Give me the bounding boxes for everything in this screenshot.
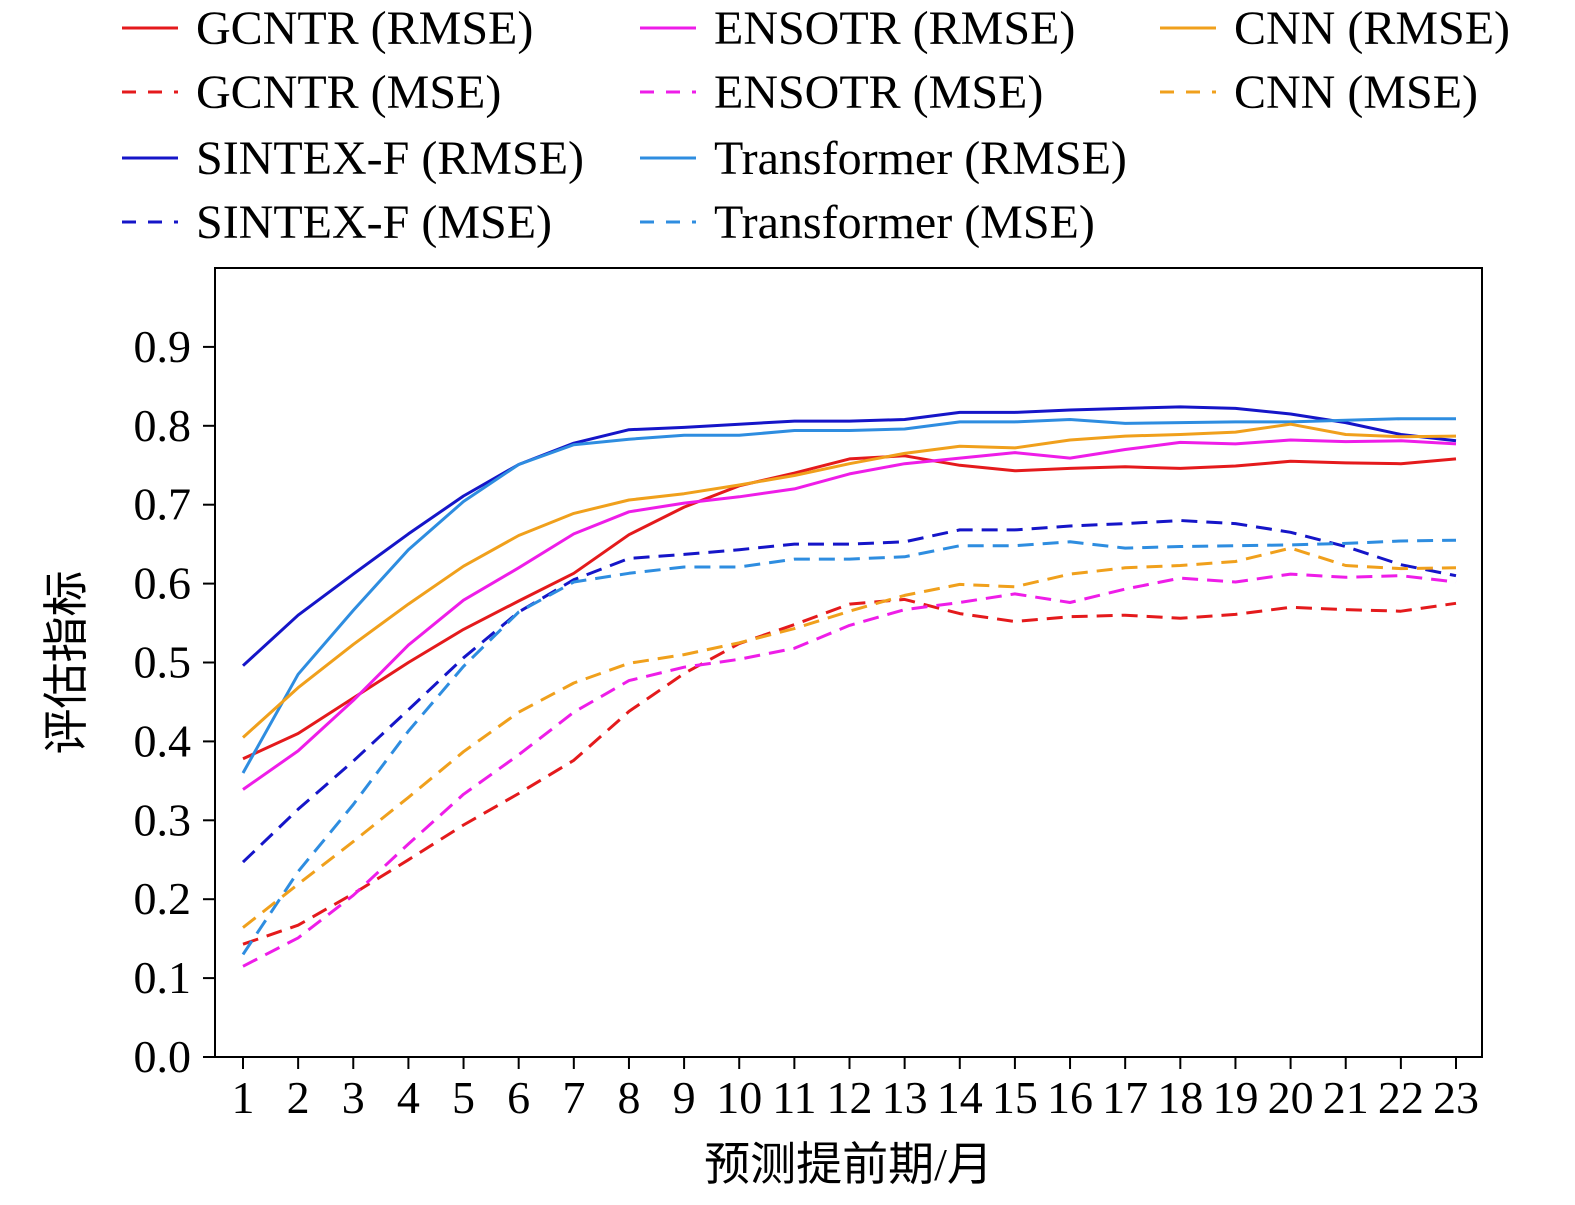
y-tick-label: 0.7 <box>134 479 192 530</box>
legend-entry: CNN (MSE) <box>1160 66 1478 119</box>
series-line-3 <box>241 519 1457 864</box>
x-tick-label: 16 <box>1047 1072 1093 1123</box>
plot-frame <box>214 267 1483 1058</box>
y-tick-label: 0.2 <box>134 873 192 924</box>
x-axis-label: 预测提前期/月 <box>704 1139 993 1190</box>
x-tick-label: 23 <box>1433 1072 1479 1123</box>
y-tick-label: 0.5 <box>134 637 192 688</box>
x-tick-label: 14 <box>937 1072 983 1123</box>
legend-label: GCNTR (MSE) <box>196 66 501 119</box>
legend-entry: Transformer (RMSE) <box>640 132 1127 185</box>
series-line-2 <box>241 405 1457 667</box>
legend-label: SINTEX-F (MSE) <box>196 196 552 249</box>
y-axis-label: 评估指标 <box>41 571 92 755</box>
x-tick-label: 15 <box>992 1072 1038 1123</box>
x-tick-label: 5 <box>452 1072 475 1123</box>
legend-entry: GCNTR (MSE) <box>122 66 501 119</box>
x-tick-label: 2 <box>287 1072 310 1123</box>
y-tick-label: 0.1 <box>134 952 192 1003</box>
x-tick-label: 7 <box>562 1072 585 1123</box>
y-tick-label: 0.4 <box>134 715 192 766</box>
x-tick-label: 22 <box>1378 1072 1424 1123</box>
x-axis: 1 2 3 4 5 6 7 8 9 10 11 12 13 14 15 16 17 18 19 20 21 22 23 <box>232 1057 1479 1123</box>
series-line-9 <box>242 546 1457 929</box>
x-tick-label: 21 <box>1323 1072 1369 1123</box>
x-tick-label: 12 <box>827 1072 873 1123</box>
x-tick-label: 4 <box>397 1072 420 1123</box>
series-line-6 <box>241 417 1456 774</box>
x-tick-label: 8 <box>617 1072 640 1123</box>
series-line-4 <box>242 438 1457 791</box>
legend-label: SINTEX-F (RMSE) <box>196 132 584 185</box>
x-tick-label: 1 <box>232 1072 255 1123</box>
x-tick-label: 9 <box>673 1072 696 1123</box>
legend-label: ENSOTR (MSE) <box>714 66 1043 119</box>
legend-entry: Transformer (MSE) <box>640 196 1095 249</box>
legend-label: CNN (MSE) <box>1234 66 1478 119</box>
legend-entry: SINTEX-F (RMSE) <box>122 132 584 185</box>
legend: GCNTR (RMSE) GCNTR (MSE) SINTEX-F (RMSE) SI… <box>122 2 1510 249</box>
legend-entry: GCNTR (RMSE) <box>122 2 533 55</box>
x-tick-label: 10 <box>716 1072 762 1123</box>
legend-label: Transformer (MSE) <box>714 196 1095 249</box>
x-tick-label: 13 <box>882 1072 928 1123</box>
series-line-7 <box>241 538 1457 956</box>
x-tick-label: 3 <box>342 1072 365 1123</box>
y-tick-label: 0.3 <box>134 794 192 845</box>
legend-entry: SINTEX-F (MSE) <box>122 196 552 249</box>
x-tick-label: 19 <box>1212 1072 1258 1123</box>
y-tick-label: 0.8 <box>134 400 192 451</box>
series-line-0 <box>242 454 1457 761</box>
x-tick-label: 17 <box>1102 1072 1148 1123</box>
y-tick-label: 0.6 <box>134 558 192 609</box>
legend-label: Transformer (RMSE) <box>714 132 1127 185</box>
legend-entry: ENSOTR (RMSE) <box>640 2 1075 55</box>
y-tick-label: 0.0 <box>134 1031 192 1082</box>
x-tick-label: 11 <box>772 1072 816 1123</box>
legend-entry: ENSOTR (MSE) <box>640 66 1043 119</box>
legend-entry: CNN (RMSE) <box>1160 2 1510 55</box>
y-axis: 0.0 0.1 0.2 0.3 0.4 0.5 0.6 0.7 0.8 0.9 <box>134 321 215 1082</box>
x-tick-label: 18 <box>1157 1072 1203 1123</box>
legend-label: GCNTR (RMSE) <box>196 2 533 55</box>
x-tick-label: 20 <box>1268 1072 1314 1123</box>
y-tick-label: 0.9 <box>134 321 192 372</box>
legend-label: ENSOTR (RMSE) <box>714 2 1075 55</box>
x-tick-label: 6 <box>507 1072 530 1123</box>
series-line-8 <box>241 422 1457 739</box>
series-line-1 <box>242 597 1457 946</box>
legend-label: CNN (RMSE) <box>1234 2 1510 55</box>
series-layer <box>241 405 1457 968</box>
series-line-5 <box>242 572 1457 968</box>
